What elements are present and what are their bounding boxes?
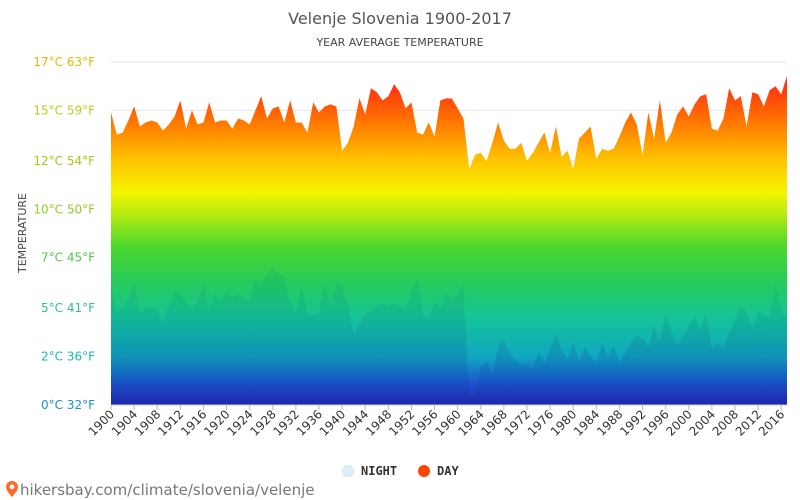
x-tick-label: 2016 xyxy=(756,407,787,438)
x-tick-label: 1904 xyxy=(109,407,140,438)
x-tick-label: 1992 xyxy=(617,407,648,438)
x-tick-label: 1944 xyxy=(340,407,371,438)
y-tick-label: 2°C 36°F xyxy=(41,350,95,364)
map-pin-icon xyxy=(6,481,18,497)
x-tick-label: 1976 xyxy=(525,407,556,438)
x-tick-label: 1940 xyxy=(317,407,348,438)
legend-item-day[interactable]: DAY xyxy=(418,464,459,478)
x-tick-label: 2000 xyxy=(663,407,694,438)
y-tick-label: 0°C 32°F xyxy=(41,398,95,412)
x-tick-label: 1956 xyxy=(409,407,440,438)
x-tick-label: 2004 xyxy=(687,407,718,438)
x-tick-label: 1984 xyxy=(571,407,602,438)
x-tick-label: 1972 xyxy=(502,407,533,438)
y-tick-label: 15°C 59°F xyxy=(33,103,95,117)
x-tick-label: 1928 xyxy=(247,407,278,438)
x-tick-label: 1968 xyxy=(479,407,510,438)
legend-item-night[interactable]: NIGHT xyxy=(341,464,397,478)
x-tick-label: 1908 xyxy=(132,407,163,438)
source-link[interactable]: hikersbay.com/climate/slovenia/velenje xyxy=(6,481,315,499)
day-legend-icon xyxy=(418,465,430,477)
y-tick-label: 10°C 50°F xyxy=(33,202,95,216)
night-series-area xyxy=(111,267,787,405)
x-tick-label: 1924 xyxy=(224,407,255,438)
x-tick-label: 1912 xyxy=(155,407,186,438)
night-legend-icon xyxy=(341,464,355,478)
y-tick-label: 5°C 41°F xyxy=(41,301,95,315)
x-tick-label: 1960 xyxy=(432,407,463,438)
y-tick-label: 7°C 45°F xyxy=(41,251,95,265)
x-tick-label: 1952 xyxy=(386,407,417,438)
x-tick-label: 1916 xyxy=(178,407,209,438)
x-tick-label: 1980 xyxy=(548,407,579,438)
x-tick-label: 1948 xyxy=(363,407,394,438)
x-tick-label: 1932 xyxy=(271,407,302,438)
chart-subtitle: YEAR AVERAGE TEMPERATURE xyxy=(315,36,483,49)
source-url: hikersbay.com/climate/slovenia/velenje xyxy=(20,481,315,499)
x-tick-label: 1988 xyxy=(594,407,625,438)
legend-label-day: DAY xyxy=(437,464,459,478)
x-tick-label: 1920 xyxy=(201,407,232,438)
legend-label-night: NIGHT xyxy=(361,464,397,478)
y-axis-label: TEMPERATURE xyxy=(16,193,29,274)
x-tick-label: 2008 xyxy=(710,407,741,438)
y-axis-ticks: 0°C 32°F 2°C 36°F 5°C 41°F 7°C 45°F 10°C 50°… xyxy=(33,55,95,412)
x-tick-label: 1964 xyxy=(455,407,486,438)
legend: NIGHT DAY xyxy=(341,464,459,478)
y-tick-label: 12°C 54°F xyxy=(33,154,95,168)
x-tick-label: 1936 xyxy=(294,407,325,438)
x-tick-label: 1996 xyxy=(640,407,671,438)
x-axis-ticks: 1900190419081912191619201924192819321936… xyxy=(86,405,787,439)
chart-title: Velenje Slovenia 1900-2017 xyxy=(288,9,512,28)
x-tick-label: 2012 xyxy=(733,407,764,438)
y-tick-label: 17°C 63°F xyxy=(33,55,95,69)
